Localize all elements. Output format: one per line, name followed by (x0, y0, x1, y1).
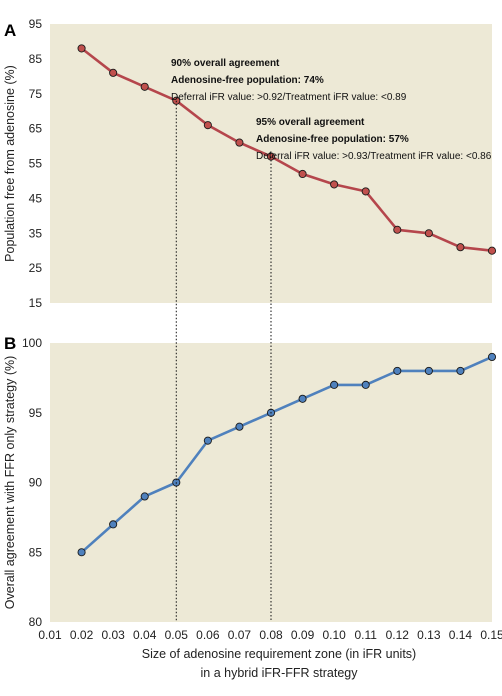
x-tick-label: 0.03 (101, 628, 125, 642)
y-tick-label: 25 (29, 261, 43, 275)
x-tick-label: 0.15 (480, 628, 502, 642)
x-tick-label: 0.05 (165, 628, 189, 642)
data-point (361, 380, 370, 389)
data-point (235, 138, 244, 147)
y-tick-label: 80 (29, 615, 43, 629)
x-tick-label: 0.02 (70, 628, 94, 642)
data-point (109, 520, 118, 529)
data-point (109, 68, 118, 77)
data-point (330, 380, 339, 389)
y-tick-label: 55 (29, 157, 43, 171)
panel-a: 15 25 35 45 55 65 75 85 95 A Population free fro… (3, 17, 497, 310)
data-point (77, 44, 86, 53)
data-point (298, 169, 307, 179)
panel-a-letter: A (4, 21, 16, 40)
data-point (393, 225, 402, 234)
data-point (140, 492, 149, 501)
y-tick-label: 65 (29, 122, 43, 136)
panel-b: 80 85 90 95 100 0.01 0.02 0.03 0.04 0.05 0.06 0.07… (3, 334, 502, 680)
annotation-line: Deferral iFR value: >0.93/Treatment iFR … (256, 151, 492, 162)
data-point (77, 548, 86, 557)
x-axis-label-line-2: in a hybrid iFR-FFR strategy (201, 666, 359, 680)
x-tick-label: 0.01 (38, 628, 62, 642)
annotation-line: Deferral iFR value: >0.92/Treatment iFR … (171, 92, 407, 103)
x-tick-label: 0.06 (196, 628, 220, 642)
series-line (80, 47, 493, 252)
panel-b-y-ticks: 80 85 90 95 100 (22, 336, 42, 629)
x-tick-label: 0.14 (449, 628, 473, 642)
data-point (140, 82, 149, 91)
x-tick-label: 0.07 (228, 628, 252, 642)
panel-a-y-axis-label: Population free from adenosine (%) (3, 65, 17, 262)
y-tick-label: 100 (22, 336, 42, 350)
annotation-line: 90% overall agreement (171, 58, 280, 69)
panel-a-y-ticks: 15 25 35 45 55 65 75 85 95 (29, 17, 43, 310)
data-point (487, 246, 497, 255)
panel-b-letter: B (4, 334, 16, 353)
x-tick-label: 0.12 (386, 628, 410, 642)
y-tick-label: 75 (29, 87, 43, 101)
annotation-line: Adenosine-free population: 57% (256, 134, 409, 145)
annotation-line: Adenosine-free population: 74% (171, 75, 324, 86)
data-point (393, 366, 402, 375)
panel-a-background (50, 24, 492, 303)
y-tick-label: 90 (29, 476, 43, 490)
y-tick-label: 15 (29, 296, 43, 310)
annotation-line: 95% overall agreement (256, 117, 365, 128)
data-point (203, 436, 212, 445)
data-point (424, 366, 433, 375)
data-point (456, 366, 465, 375)
panel-a-annotations: 90% overall agreement Adenosine-free popu… (171, 58, 492, 162)
y-tick-label: 95 (29, 17, 43, 31)
data-point (298, 394, 307, 403)
x-tick-label: 0.09 (291, 628, 315, 642)
y-tick-label: 45 (29, 191, 43, 205)
data-point (361, 187, 370, 196)
data-point (330, 180, 339, 189)
data-point (203, 121, 212, 130)
x-tick-label: 0.10 (322, 628, 346, 642)
data-point (424, 229, 433, 238)
panel-a-series (77, 44, 497, 255)
x-axis-label-line-1: Size of adenosine requirement zone (in i… (142, 647, 416, 661)
y-tick-label: 85 (29, 545, 43, 559)
panel-b-y-axis-label: Overall agreement with FFR only strategy… (3, 356, 17, 610)
data-point (487, 352, 497, 362)
x-tick-label: 0.04 (133, 628, 157, 642)
x-tick-label: 0.13 (417, 628, 441, 642)
data-point (456, 243, 465, 252)
x-tick-label: 0.08 (259, 628, 283, 642)
y-tick-label: 95 (29, 406, 43, 420)
x-tick-label: 0.11 (354, 628, 377, 642)
series-line (80, 355, 493, 554)
panel-b-x-ticks: 0.01 0.02 0.03 0.04 0.05 0.06 0.07 0.08 0.09 0.10… (38, 628, 502, 642)
reference-lines (175, 100, 272, 622)
data-point (235, 422, 244, 431)
y-tick-label: 85 (29, 52, 43, 66)
y-tick-label: 35 (29, 226, 43, 240)
